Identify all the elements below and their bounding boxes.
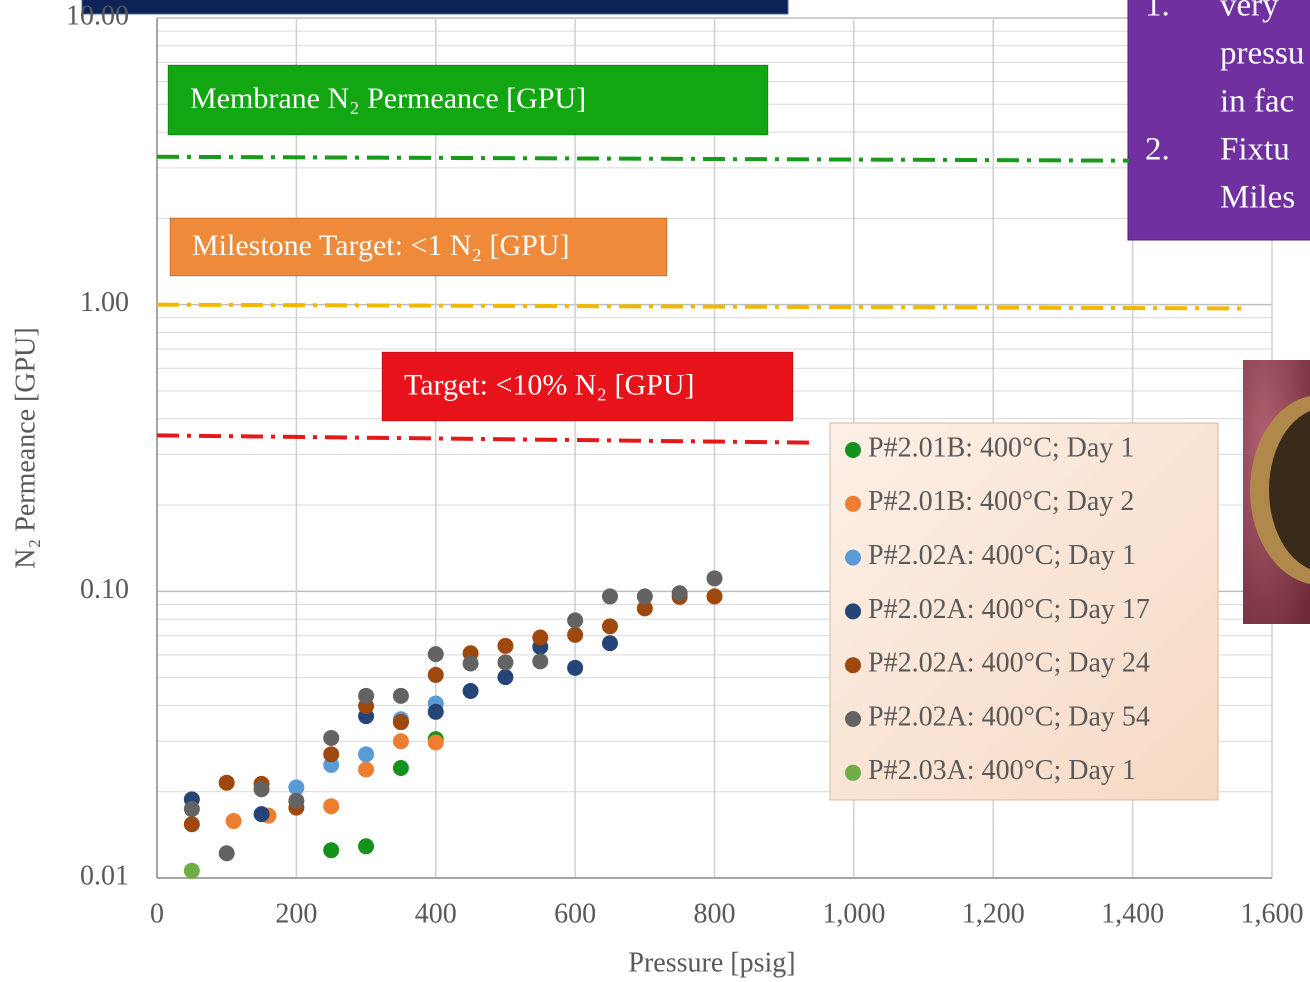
legend: P#2.01B: 400°C; Day 1 P#2.01B: 400°C; Day…: [830, 423, 1218, 800]
y-tick-label: 1.00: [80, 287, 129, 318]
data-point: [254, 781, 270, 797]
data-point: [393, 714, 409, 730]
x-tick-label: 1,000: [822, 898, 885, 929]
cropped-banner: [82, 0, 788, 14]
data-point: [219, 775, 235, 791]
data-point: [428, 704, 444, 720]
reference-label: Membrane N₂ Permeance [GPU]: [190, 82, 586, 115]
x-tick-label: 1,200: [962, 898, 1025, 929]
legend-marker: [845, 765, 861, 781]
legend-label: P#2.02A: 400°C; Day 17: [868, 594, 1150, 625]
legend-label: P#2.01B: 400°C; Day 1: [868, 432, 1134, 463]
x-tick-label: 600: [554, 898, 596, 929]
data-point: [497, 638, 513, 654]
data-point: [463, 683, 479, 699]
legend-marker: [845, 711, 861, 727]
x-axis-label: Pressure [psig]: [628, 947, 795, 978]
data-point: [358, 838, 374, 854]
data-point: [393, 688, 409, 704]
x-tick-label: 0: [150, 898, 164, 929]
data-point: [358, 746, 374, 762]
data-point: [219, 845, 235, 861]
data-point: [323, 730, 339, 746]
x-tick-label: 200: [275, 898, 317, 929]
legend-label: P#2.02A: 400°C; Day 24: [868, 648, 1150, 679]
reference-line: [157, 157, 1129, 161]
data-point: [288, 793, 304, 809]
legend-marker: [845, 442, 861, 458]
data-point: [672, 585, 688, 601]
annotation-text: pressu: [1220, 36, 1304, 72]
data-point: [428, 734, 444, 750]
data-point: [428, 646, 444, 662]
data-point: [323, 746, 339, 762]
data-point: [567, 627, 583, 643]
data-point: [497, 654, 513, 670]
x-tick-label: 800: [694, 898, 736, 929]
annotation-text: in fac: [1220, 84, 1294, 120]
y-tick-label: 0.10: [80, 574, 129, 605]
data-point: [707, 570, 723, 586]
x-tick-label: 400: [415, 898, 457, 929]
data-point: [602, 588, 618, 604]
data-point: [323, 798, 339, 814]
data-point: [497, 669, 513, 685]
legend-label: P#2.02A: 400°C; Day 54: [868, 701, 1150, 732]
legend-marker: [845, 657, 861, 673]
reference-line: [157, 435, 816, 442]
data-point: [184, 801, 200, 817]
legend-label: P#2.02A: 400°C; Day 1: [868, 540, 1136, 571]
x-tick-label: 1,600: [1241, 898, 1304, 929]
data-point: [184, 816, 200, 832]
data-point: [637, 588, 653, 604]
reference-label: Milestone Target: <1 N₂ [GPU]: [192, 229, 569, 262]
data-point: [567, 660, 583, 676]
data-point: [358, 762, 374, 778]
data-point: [532, 630, 548, 646]
data-point: [428, 667, 444, 683]
photo: [1243, 360, 1310, 624]
data-point: [602, 635, 618, 651]
data-point: [532, 653, 548, 669]
legend-label: P#2.01B: 400°C; Day 2: [868, 486, 1134, 517]
data-point: [393, 760, 409, 776]
data-point: [567, 612, 583, 628]
data-point: [707, 588, 723, 604]
y-axis-label: N₂ Permeance [GPU]: [10, 327, 41, 568]
data-point: [602, 618, 618, 634]
annotation-text: Fixtu: [1220, 132, 1290, 168]
data-point: [393, 733, 409, 749]
data-point: [226, 813, 242, 829]
data-point: [254, 806, 270, 822]
data-point: [463, 656, 479, 672]
data-point: [358, 688, 374, 704]
legend-label: P#2.03A: 400°C; Day 1: [868, 755, 1136, 786]
data-point: [184, 863, 200, 879]
legend-marker: [845, 496, 861, 512]
legend-marker: [845, 550, 861, 566]
chart: Pressure [psig] N₂ Permeance [GPU] P#2.0…: [0, 0, 1310, 982]
x-tick-label: 1,400: [1101, 898, 1164, 929]
annotation-text: Miles: [1220, 180, 1295, 216]
annotation-text: very: [1220, 0, 1279, 24]
reference-label: Target: <10% N₂ [GPU]: [404, 368, 695, 401]
legend-marker: [845, 603, 861, 619]
annotation-number: 1.: [1145, 0, 1170, 24]
y-tick-label: 10.00: [66, 0, 129, 31]
annotation-number: 2.: [1145, 132, 1170, 168]
data-point: [323, 842, 339, 858]
y-tick-label: 0.01: [80, 860, 129, 891]
